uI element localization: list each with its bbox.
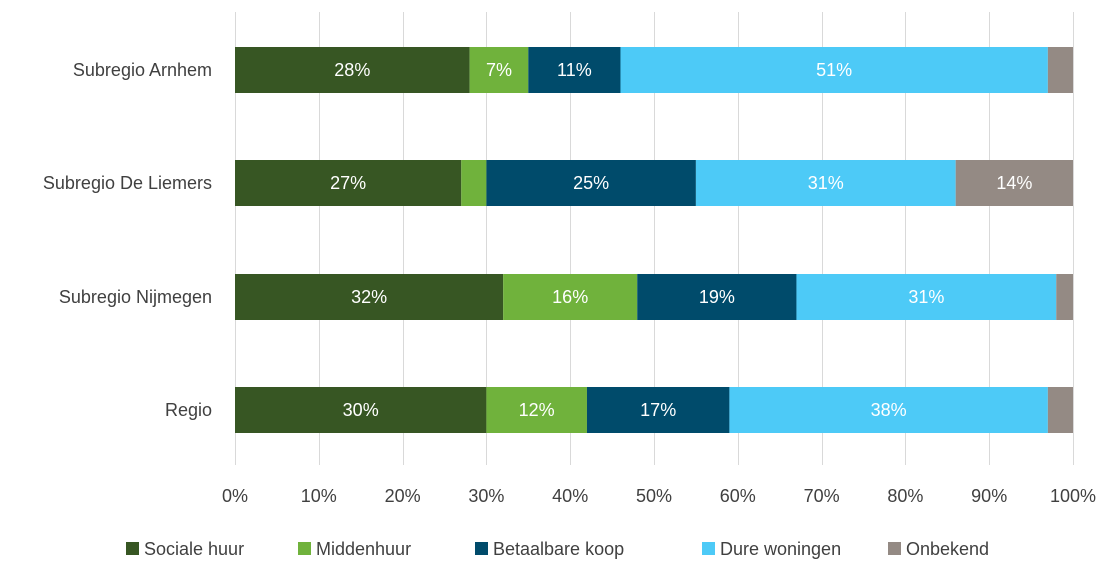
data-label: 28% [334,60,370,80]
bar-segment [1047,47,1073,93]
data-label: 16% [552,287,588,307]
x-tick-label: 40% [552,486,588,506]
data-label: 7% [486,60,512,80]
bar-segment [235,387,487,433]
legend-item: Sociale huur [126,539,244,559]
x-tick-label: 80% [887,486,923,506]
legend-item: Middenhuur [298,539,411,559]
data-label: 27% [330,173,366,193]
bar-segment [461,160,487,206]
bar-segment [235,274,504,320]
bars: 28% 7% 11% 51% 27% 25% 31% 14% 32% 16% 19% 31% 30% 12… [235,47,1073,433]
x-tick-label: 100% [1050,486,1096,506]
bar-segment [729,387,1048,433]
bar-segment [503,274,638,320]
legend-item: Onbekend [888,539,989,559]
bar-segment [235,160,462,206]
legend-label: Dure woningen [720,539,841,559]
data-label: 30% [343,400,379,420]
bar-segment [586,387,730,433]
legend-label: Sociale huur [144,539,244,559]
data-label: 25% [573,173,609,193]
bar-segment [486,387,587,433]
legend: Sociale huur Middenhuur Betaalbare koop Dur… [126,539,989,559]
data-label: 11% [557,60,592,80]
bar-segment [528,47,621,93]
category-labels: Subregio Arnhem Subregio De Liemers Subreg… [43,60,212,420]
legend-swatch [702,542,715,555]
data-label: 14% [996,173,1032,193]
legend-item: Dure woningen [702,539,841,559]
bar-segment [1047,387,1073,433]
data-label: 12% [519,400,555,420]
legend-item: Betaalbare koop [475,539,624,559]
legend-swatch [298,542,311,555]
x-tick-label: 50% [636,486,672,506]
legend-label: Middenhuur [316,539,411,559]
legend-swatch [475,542,488,555]
data-label: 17% [640,400,676,420]
x-tick-label: 20% [385,486,421,506]
bar-segment [637,274,797,320]
category-label: Subregio Arnhem [73,60,212,80]
category-label: Regio [165,400,212,420]
legend-swatch [126,542,139,555]
data-label: 51% [816,60,852,80]
data-label: 32% [351,287,387,307]
legend-label: Onbekend [906,539,989,559]
x-axis-tick-labels: 0% 10% 20% 30% 40% 50% 60% 70% 80% 90% 100% [222,486,1096,506]
x-tick-label: 90% [971,486,1007,506]
data-label: 31% [808,173,844,193]
bar-segment [796,274,1057,320]
x-tick-label: 0% [222,486,248,506]
legend-swatch [888,542,901,555]
category-label: Subregio Nijmegen [59,287,212,307]
data-label: 38% [871,400,907,420]
x-tick-label: 70% [804,486,840,506]
x-tick-label: 30% [468,486,504,506]
data-label: 19% [699,287,735,307]
bar-segment [695,160,956,206]
bar-segment [486,160,696,206]
x-tick-label: 10% [301,486,337,506]
bar-segment [235,47,470,93]
bar-segment [955,160,1073,206]
bar-segment [469,47,529,93]
x-tick-label: 60% [720,486,756,506]
legend-label: Betaalbare koop [493,539,624,559]
bar-segment [620,47,1048,93]
bar-segment [1056,274,1073,320]
data-label: 31% [908,287,944,307]
category-label: Subregio De Liemers [43,173,212,193]
